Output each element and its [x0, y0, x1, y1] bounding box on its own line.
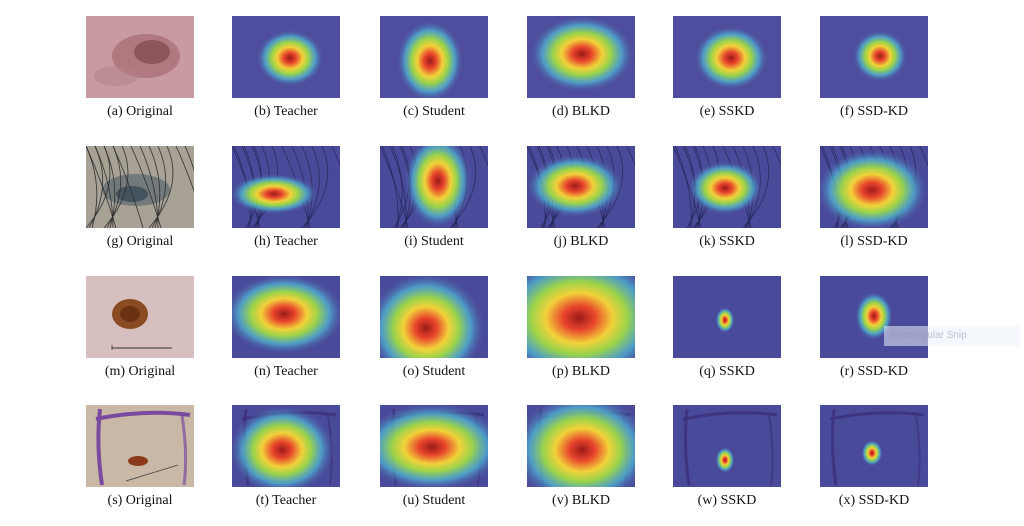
figure-panel: (q) SSKD [669, 276, 785, 380]
figure-panel: (j) BLKD [523, 146, 639, 250]
rectangular-snip-overlay: Rectangular Snip [884, 326, 1020, 346]
heatmap [673, 405, 781, 487]
panel-caption: (q) SSKD [699, 364, 755, 379]
panel-caption: (o) Student [402, 364, 466, 379]
panel-caption: (h) Teacher [254, 234, 318, 249]
panel-caption: (p) BLKD [552, 364, 610, 379]
heatmap [232, 146, 340, 228]
heatmap [380, 16, 488, 98]
panel-caption: (j) BLKD [553, 234, 609, 249]
panel-caption: (b) Teacher [254, 104, 318, 119]
figure-panel: (p) BLKD [523, 276, 639, 380]
figure-panel: (s) Original [82, 405, 198, 509]
original-image [86, 405, 194, 487]
figure-panel: (d) BLKD [523, 16, 639, 120]
panel-caption: (u) Student [402, 493, 466, 508]
heatmap [820, 146, 928, 228]
heatmap [673, 16, 781, 98]
heatmap [673, 276, 781, 358]
panel-caption: (n) Teacher [254, 364, 318, 379]
figure-panel: (h) Teacher [228, 146, 344, 250]
panel-caption: (m) Original [104, 364, 176, 379]
heatmap [527, 405, 635, 487]
heatmap [232, 16, 340, 98]
panel-caption: (a) Original [107, 104, 173, 119]
heatmap [380, 276, 488, 358]
original-image [86, 276, 194, 358]
panel-caption: (d) BLKD [552, 104, 610, 119]
figure-panel: (i) Student [376, 146, 492, 250]
original-image [86, 146, 194, 228]
panel-caption: (f) SSD-KD [839, 104, 909, 119]
figure-panel: (x) SSD-KD [816, 405, 932, 509]
heatmap [380, 405, 488, 487]
panel-caption: (k) SSKD [699, 234, 755, 249]
panel-caption: (v) BLKD [552, 493, 610, 508]
panel-caption: (l) SSD-KD [840, 234, 908, 249]
heatmap [820, 16, 928, 98]
figure-panel: (w) SSKD [669, 405, 785, 509]
figure-panel: (o) Student [376, 276, 492, 380]
figure-panel: (n) Teacher [228, 276, 344, 380]
figure-panel: (a) Original [82, 16, 198, 120]
panel-caption: (w) SSKD [697, 493, 757, 508]
heatmap [527, 146, 635, 228]
heatmap [527, 276, 635, 358]
figure-panel: (b) Teacher [228, 16, 344, 120]
figure-panel: (v) BLKD [523, 405, 639, 509]
figure-panel: (t) Teacher [228, 405, 344, 509]
panel-caption: (t) Teacher [255, 493, 317, 508]
heatmap [820, 405, 928, 487]
figure-panel: (f) SSD-KD [816, 16, 932, 120]
figure-panel: (c) Student [376, 16, 492, 120]
heatmap [232, 276, 340, 358]
figure-panel: (u) Student [376, 405, 492, 509]
panel-caption: (x) SSD-KD [838, 493, 910, 508]
panel-caption: (i) Student [404, 234, 464, 249]
figure-panel: (k) SSKD [669, 146, 785, 250]
heatmap [380, 146, 488, 228]
original-image [86, 16, 194, 98]
heatmap [673, 146, 781, 228]
panel-caption: (g) Original [106, 234, 174, 249]
panel-caption: (r) SSD-KD [839, 364, 909, 379]
heatmap [232, 405, 340, 487]
figure-panel: (l) SSD-KD [816, 146, 932, 250]
figure-panel: (g) Original [82, 146, 198, 250]
panel-caption: (s) Original [107, 493, 173, 508]
heatmap [527, 16, 635, 98]
panel-caption: (e) SSKD [699, 104, 755, 119]
figure-panel: (m) Original [82, 276, 198, 380]
panel-caption: (c) Student [403, 104, 465, 119]
figure-panel: (e) SSKD [669, 16, 785, 120]
